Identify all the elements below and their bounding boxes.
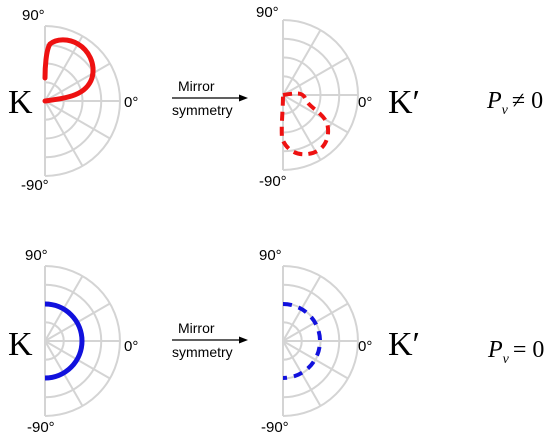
equation-relation: = 0 (513, 337, 545, 363)
tick-label-minus90: -90° (21, 177, 49, 194)
arrow-label-symmetry: symmetry (172, 344, 233, 360)
tick-label-90: 90° (259, 247, 282, 264)
grid-spoke (282, 94, 349, 134)
tick-label-90: 90° (25, 247, 48, 264)
polar-grid (282, 265, 359, 417)
polar-plot-k-row2: 90° 0° -90° K (8, 247, 138, 436)
grid-spoke (282, 29, 322, 96)
polarization-curve-dashed-blue (282, 302, 322, 380)
polar-plot-kprime-row1: 90° 0° -90° K′ (256, 4, 420, 190)
arrow-label-mirror: Mirror (178, 320, 215, 336)
tick-label-minus90: -90° (261, 419, 289, 436)
grid-spoke (44, 62, 111, 102)
tick-label-90: 90° (256, 4, 279, 21)
grid-spoke (282, 94, 322, 161)
svg-text:Pv≠ 0: Pv ≠ 0 (486, 88, 543, 118)
grid-spoke (44, 35, 84, 102)
valley-label-k: K (8, 84, 33, 121)
valley-label-kprime: K′ (388, 84, 420, 121)
arrow-label-symmetry: symmetry (172, 102, 233, 118)
valley-label-k: K (8, 326, 33, 363)
equation-symbol: P (486, 88, 502, 114)
tick-label-0: 0° (358, 338, 372, 355)
svg-text:Pv= 0: Pv = 0 (487, 337, 544, 367)
row-zero-polarization: 90° 0° -90° K Mirror symmetry 90° 0° -90… (8, 247, 544, 436)
grid-spoke (44, 100, 84, 167)
polarization-equation-row1: Pv ≠ 0 (486, 88, 543, 118)
grid-spoke (282, 56, 349, 96)
polar-plot-k-row1: 90° 0° -90° K (8, 7, 138, 194)
valley-label-kprime: K′ (388, 326, 420, 363)
grid-spoke (282, 340, 349, 380)
arrow-label-mirror: Mirror (178, 78, 215, 94)
tick-label-0: 0° (358, 94, 372, 111)
polarization-curve-dashed-red (279, 91, 330, 157)
polarization-curve-solid-blue (44, 301, 85, 381)
arrow-head (239, 336, 248, 344)
tick-label-minus90: -90° (27, 419, 55, 436)
polar-grid (282, 19, 359, 171)
mirror-symmetry-arrow-row2: Mirror symmetry (172, 320, 248, 360)
tick-label-minus90: -90° (259, 173, 287, 190)
polar-grid (44, 25, 121, 177)
polarization-curve-solid-red (42, 37, 96, 104)
row-nonzero-polarization: 90° 0° -90° K Mirror symmetry 90° 0° -90… (8, 4, 543, 194)
equation-subscript: v (503, 352, 510, 367)
grid-spoke (44, 100, 111, 140)
polarization-equation-row2: Pv = 0 (487, 337, 544, 367)
equation-symbol: P (487, 337, 503, 363)
equation-relation: ≠ 0 (512, 88, 543, 114)
tick-label-0: 0° (124, 94, 138, 111)
equation-subscript: v (502, 103, 509, 118)
tick-label-0: 0° (124, 338, 138, 355)
mirror-symmetry-arrow-row1: Mirror symmetry (172, 78, 248, 118)
arrow-head (239, 94, 248, 102)
tick-label-90: 90° (22, 7, 45, 24)
polar-plot-kprime-row2: 90° 0° -90° K′ (259, 247, 420, 436)
